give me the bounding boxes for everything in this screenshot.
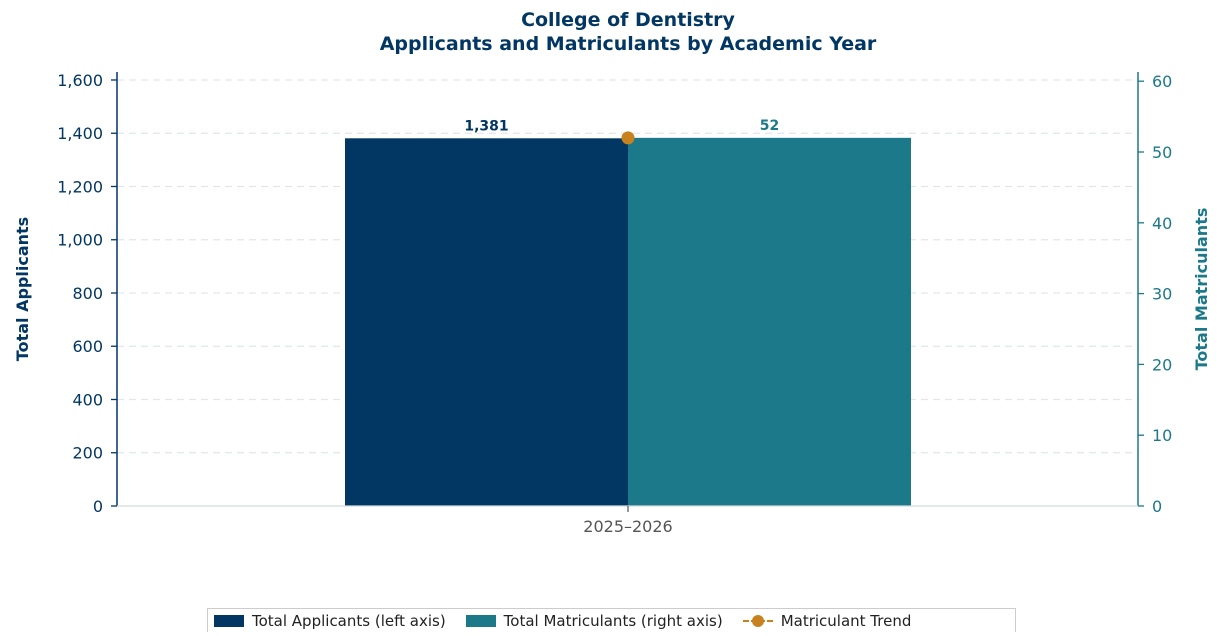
bar-applicants [345,138,628,506]
chart-title-line1: College of Dentistry [521,9,735,31]
right-tick-label: 0 [1152,497,1162,516]
axes-layer [111,72,1144,512]
legend-label-trend: Matriculant Trend [780,611,912,630]
left-tick-label: 1,400 [57,124,103,143]
bar-matriculants [628,137,911,507]
trend-marker [621,131,635,145]
chart-title-line2: Applicants and Matriculants by Academic … [380,33,877,55]
right-tick-label: 10 [1152,426,1172,445]
right-tick-label: 30 [1152,285,1172,304]
right-axis-label: Total Matriculants [1192,208,1211,371]
left-tick-label: 1,000 [57,231,103,250]
left-tick-label: 400 [72,390,103,409]
legend-swatch-trend [742,614,773,627]
left-tick-label: 0 [93,497,103,516]
labels-layer: 1,381 5202004006008001,0001,2001,4001,600… [57,71,1172,536]
right-tick-label: 40 [1152,214,1172,233]
data-label-matriculants: 52 [760,118,779,134]
left-tick-label: 600 [72,337,103,356]
legend-item-matriculants: Total Matriculants (right axis) [465,611,723,630]
x-tick-label: 2025–2026 [583,517,672,536]
legend-item-applicants: Total Applicants (left axis) [214,612,446,630]
left-tick-label: 200 [72,444,103,463]
left-tick-label: 1,600 [57,71,103,90]
left-tick-label: 800 [72,284,103,303]
legend-label-matriculants: Total Matriculants (right axis) [503,611,723,630]
legend-item-trend: Matriculant Trend [742,611,912,630]
right-tick-label: 60 [1152,72,1172,91]
right-tick-label: 20 [1152,355,1172,374]
data-label-applicants: 1,381 [464,118,508,134]
legend-swatch-matriculants [465,614,496,627]
bars-layer [345,131,911,507]
left-tick-label: 1,200 [57,177,103,196]
left-axis-label: Total Applicants [13,217,32,361]
legend-swatch-applicants [214,614,244,627]
legend: Total Applicants (left axis) Total Matri… [207,608,1016,632]
right-tick-label: 50 [1152,143,1172,162]
legend-label-applicants: Total Applicants (left axis) [252,611,446,630]
